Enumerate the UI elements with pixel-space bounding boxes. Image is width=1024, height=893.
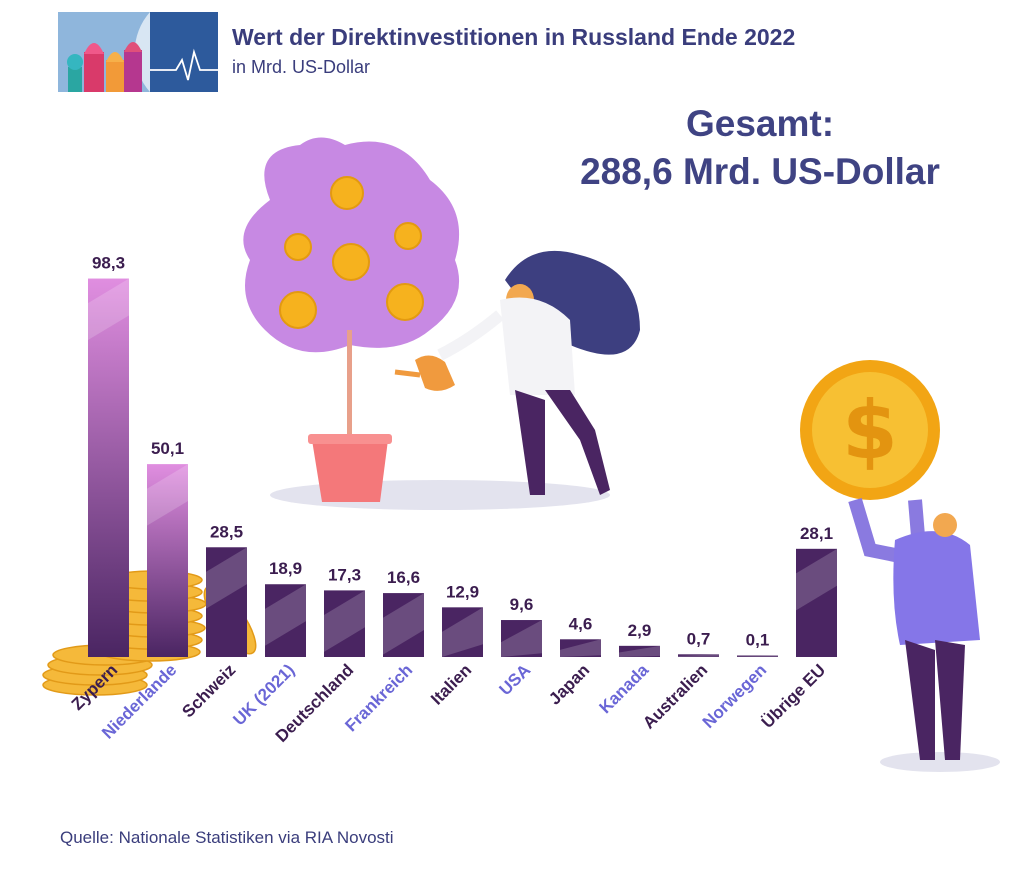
logo-kremlin-pulse (58, 12, 218, 92)
value-label: 98,3 (92, 254, 125, 273)
woman-watering-icon (394, 250, 640, 495)
bar-kanada (619, 645, 660, 657)
chart-title: Wert der Direktinvestitionen in Russland… (232, 24, 796, 50)
total-box: Gesamt: 288,6 Mrd. US-Dollar (560, 100, 960, 196)
bar-japan (560, 639, 601, 657)
value-label: 17,3 (328, 565, 361, 584)
value-label: 18,9 (269, 559, 302, 578)
bar-highlight (206, 547, 247, 609)
bar-niederlande (147, 464, 188, 657)
bar-highlight (678, 654, 719, 657)
bar-frankreich (383, 593, 424, 657)
category-label: Italien (427, 660, 475, 708)
source-note: Quelle: Nationale Statistiken via RIA No… (60, 828, 394, 847)
value-label: 28,1 (800, 524, 833, 543)
bar-highlight (88, 278, 129, 341)
bar-zypern (88, 278, 129, 657)
value-label: 12,9 (446, 582, 479, 601)
bar-schweiz (206, 547, 247, 657)
bar-usa (501, 620, 542, 657)
man-holding-coin-icon (848, 497, 1000, 772)
bar-highlight (737, 655, 778, 657)
value-label: 4,6 (569, 614, 593, 633)
category-label: USA (496, 660, 535, 699)
svg-text:$: $ (842, 384, 898, 477)
value-label: 0,1 (746, 631, 770, 650)
bar-übrige-eu (796, 548, 837, 657)
value-label: 50,1 (151, 439, 184, 458)
category-label: Übrige EU (758, 660, 830, 732)
value-label: 9,6 (510, 595, 534, 614)
total-value: 288,6 Mrd. US-Dollar (580, 151, 940, 192)
category-label: Kanada (595, 660, 652, 717)
bar-uk-2021- (265, 584, 306, 657)
value-label: 2,9 (628, 621, 652, 640)
category-label: Schweiz (178, 660, 239, 721)
dollar-coin-icon: $ (800, 360, 940, 500)
value-label: 28,5 (210, 522, 243, 541)
category-label: Australien (639, 660, 711, 732)
money-tree-icon (243, 137, 460, 502)
bar-highlight (560, 639, 601, 657)
bar-highlight (796, 548, 837, 611)
category-label: Zypern (68, 660, 122, 714)
bar-highlight (501, 620, 542, 657)
bar-norwegen (737, 655, 778, 657)
bar-highlight (383, 593, 424, 655)
bar-australien (678, 654, 719, 657)
total-label: Gesamt: (685, 103, 835, 144)
bar-deutschland (324, 590, 365, 657)
bar-highlight (619, 645, 660, 657)
value-label: 0,7 (687, 629, 711, 648)
value-label: 16,6 (387, 568, 420, 587)
bar-highlight (147, 464, 188, 526)
bar-italien (442, 607, 483, 657)
category-label: Japan (545, 660, 593, 708)
bar-highlight (324, 590, 365, 652)
chart-subtitle: in Mrd. US-Dollar (232, 57, 371, 77)
bar-highlight (265, 584, 306, 646)
bar-highlight (442, 607, 483, 657)
